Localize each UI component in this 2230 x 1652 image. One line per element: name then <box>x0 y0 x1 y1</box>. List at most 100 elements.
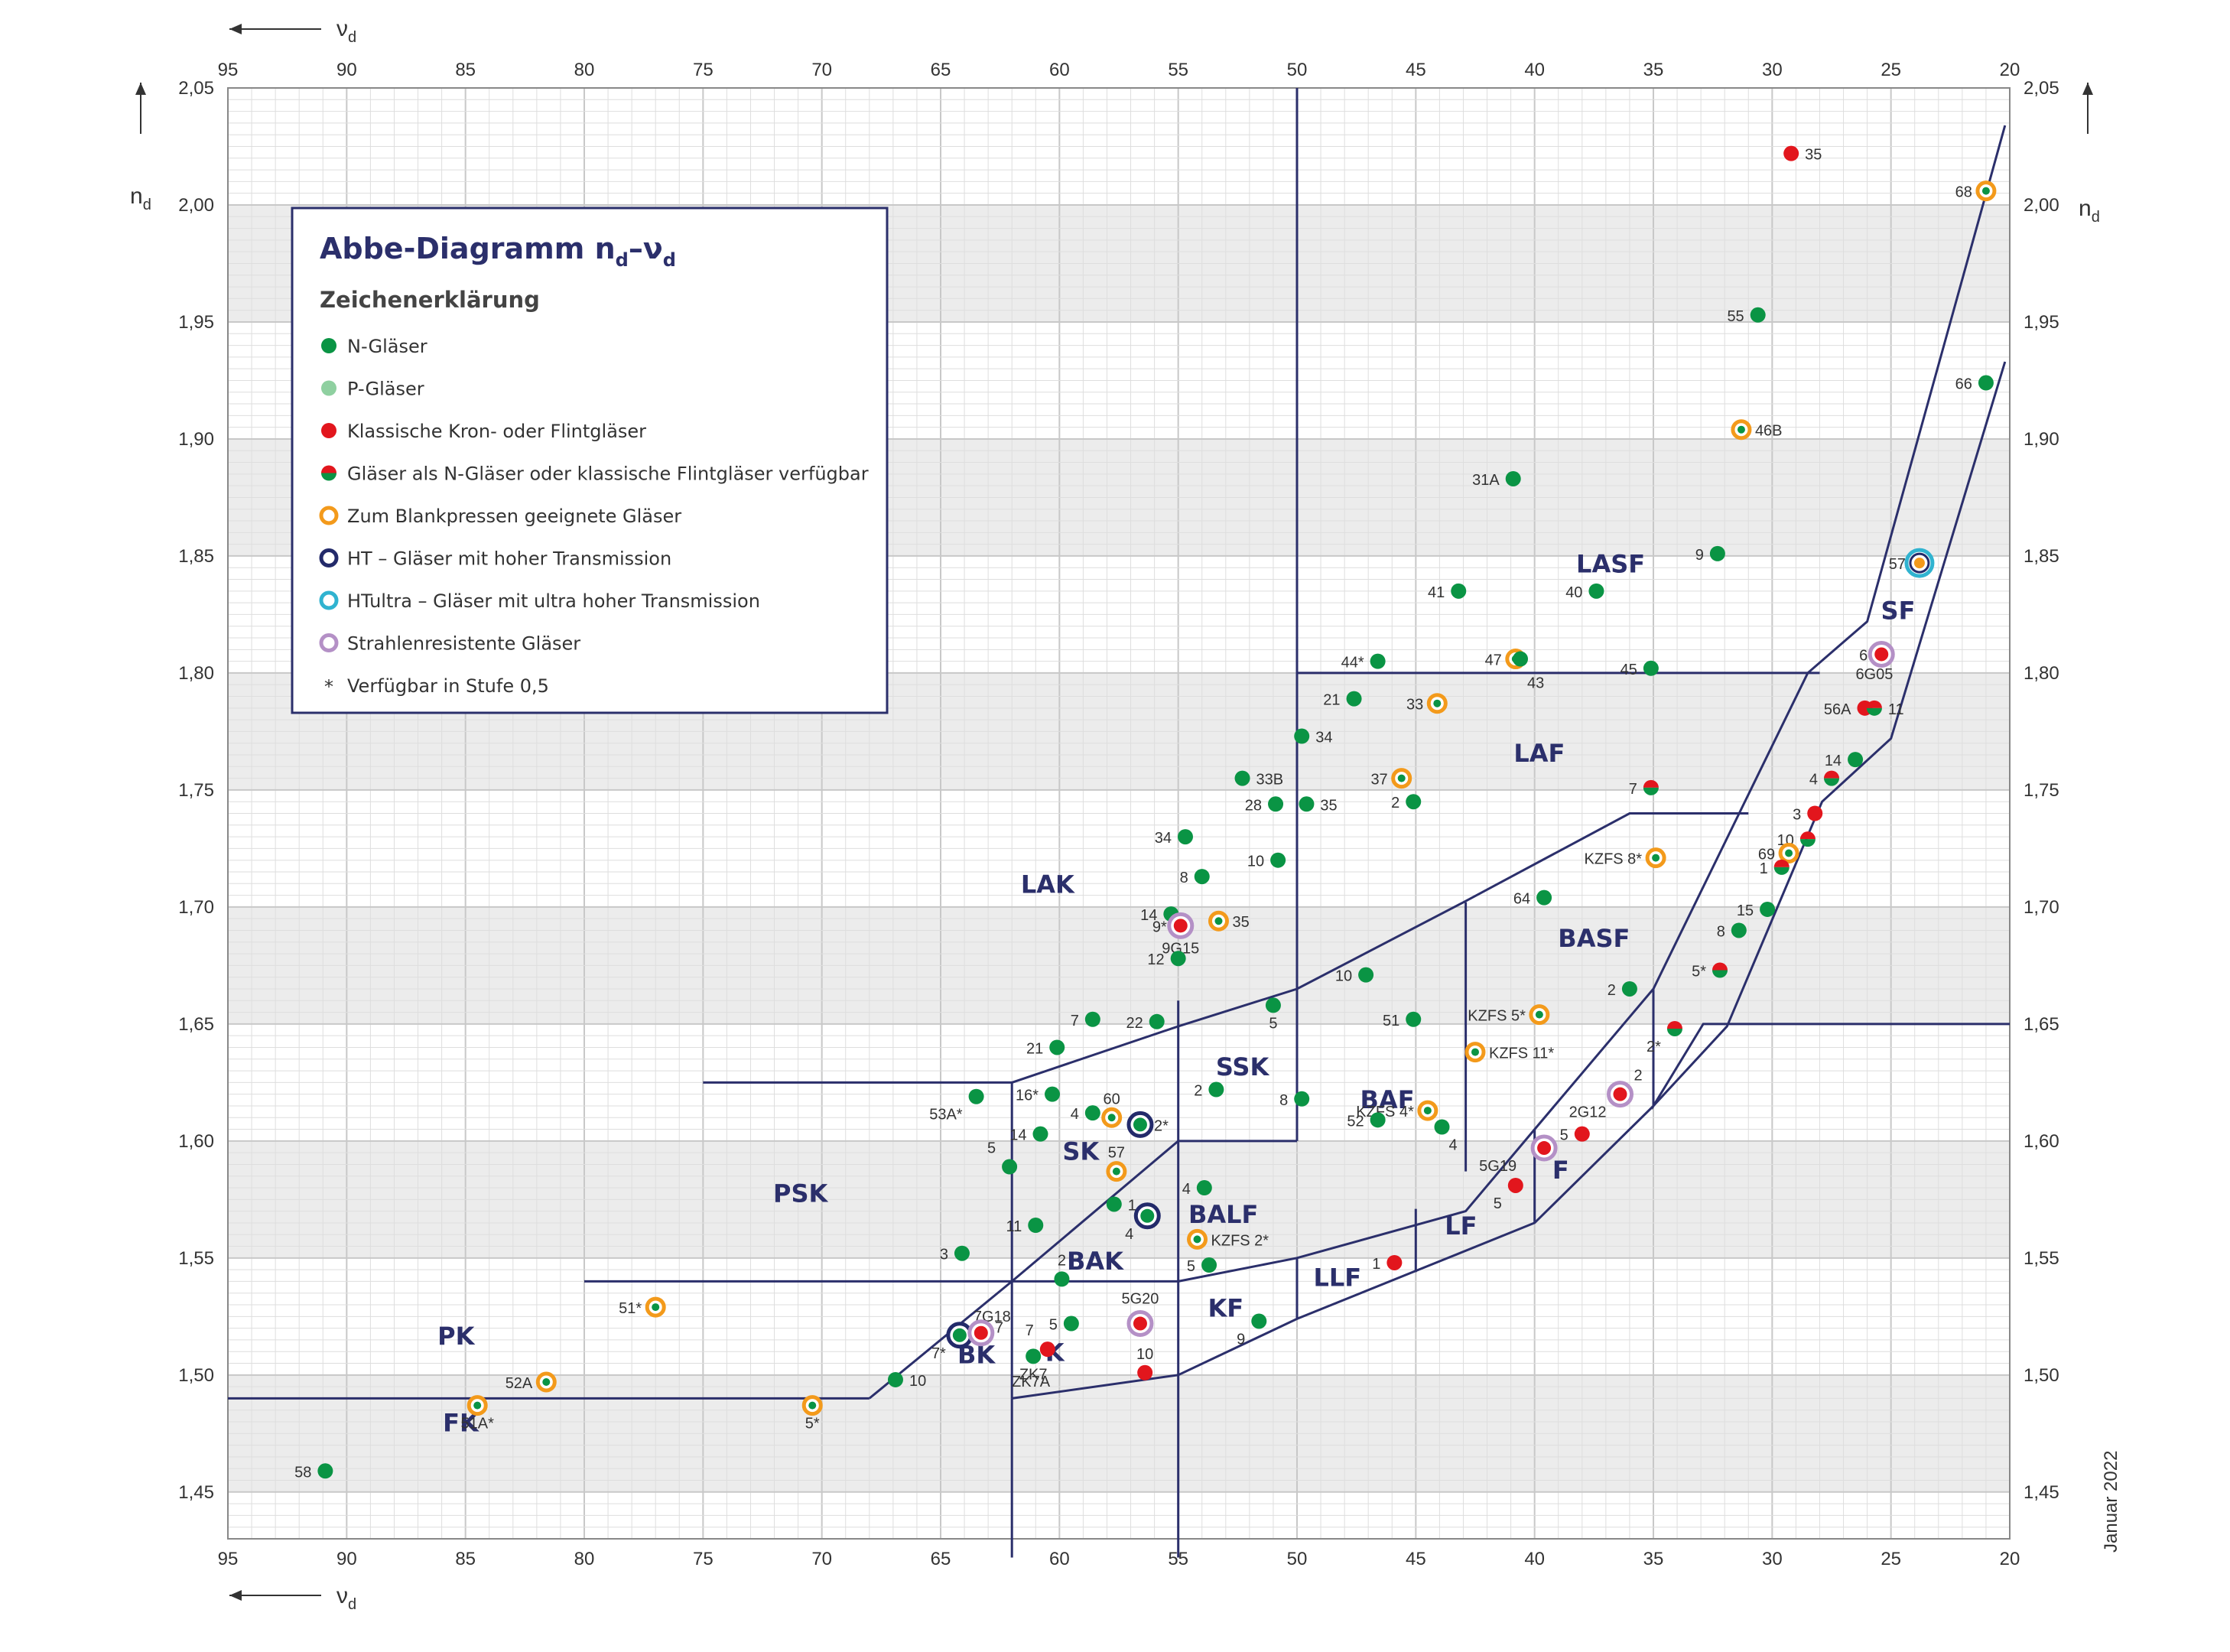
y-tick-label-left: 1,80 <box>178 663 214 684</box>
marker-n <box>1026 1348 1042 1364</box>
marker-ht-core <box>1140 1208 1155 1223</box>
region-boundary <box>1652 361 2007 1107</box>
legend-item-label: Strahlenresistente Gläser <box>347 633 580 655</box>
glass-point <box>1201 1257 1217 1273</box>
glass-point-label: 4 <box>1125 1226 1133 1243</box>
marker-blank-core <box>1107 1114 1116 1122</box>
glass-point <box>1904 548 1935 578</box>
y-tick-label-right: 1,65 <box>2024 1014 2059 1035</box>
glass-point-label: 11 <box>1006 1218 1022 1235</box>
glass-point-label: KZFS 8* <box>1585 851 1643 868</box>
glass-point <box>1002 1159 1018 1175</box>
glass-point <box>1866 700 1882 716</box>
marker-n <box>1299 796 1315 812</box>
glass-point-label: 5 <box>1560 1127 1568 1144</box>
x-tick-label-bottom: 70 <box>811 1549 832 1569</box>
glass-point <box>1426 693 1448 714</box>
y-tick-label-right: 1,45 <box>2024 1482 2059 1503</box>
glass-point-label: 47 <box>1485 652 1502 669</box>
x-tick-label-top: 50 <box>1287 60 1308 80</box>
glass-point <box>1126 1111 1154 1138</box>
nu-axis-name-bottom: νd <box>336 1583 356 1613</box>
y-tick-label-left: 1,65 <box>178 1014 214 1035</box>
y-tick-label-right: 1,55 <box>2024 1248 2059 1269</box>
marker-n <box>317 1463 333 1479</box>
glass-point-label: KZFS 4* <box>1356 1104 1414 1120</box>
glass-point <box>1054 1271 1070 1287</box>
glass-point-label: 31A <box>1472 472 1500 489</box>
x-tick-label-top: 45 <box>1406 60 1426 80</box>
marker-n <box>1032 1126 1048 1142</box>
glass-point-label: 15 <box>1737 902 1754 919</box>
glass-point-label: KZFS 11* <box>1489 1046 1554 1062</box>
glass-point <box>1773 859 1790 875</box>
marker-n <box>1201 1257 1217 1273</box>
marker-n <box>1346 691 1362 707</box>
x-tick-label-top: 25 <box>1881 60 1901 80</box>
region-label-kf: KF <box>1208 1293 1243 1322</box>
glass-point <box>1084 1011 1100 1027</box>
glass-point-label: 5* <box>805 1416 820 1432</box>
glass-point-label: 8 <box>1717 923 1725 940</box>
glass-point <box>1194 869 1210 885</box>
marker-classic <box>1507 1177 1523 1193</box>
glass-point <box>1270 852 1286 868</box>
glass-point <box>1643 779 1659 795</box>
y-tick-label-left: 1,50 <box>178 1365 214 1386</box>
glass-point <box>1731 922 1747 938</box>
glass-point <box>1346 691 1362 707</box>
marker-n <box>954 1245 970 1261</box>
legend-marker-both-top <box>321 465 336 473</box>
marker-n <box>1731 922 1747 938</box>
glass-point <box>1391 768 1412 789</box>
glass-point-label: 41 <box>1428 584 1445 601</box>
marker-blank-core <box>1471 1048 1479 1056</box>
glass-point-label: 2 <box>1607 982 1616 999</box>
glass-point <box>1170 951 1186 967</box>
region-label-llf: LLF <box>1313 1263 1361 1293</box>
glass-point-label: 14 <box>1140 907 1157 924</box>
marker-blank-core <box>1397 774 1406 782</box>
legend-item-label: N-Gläser <box>347 336 427 357</box>
marker-n <box>1451 583 1467 599</box>
marker-n <box>1406 1011 1422 1027</box>
glass-point-label: 5 <box>1269 1015 1277 1032</box>
glass-point <box>1208 910 1229 932</box>
glass-point <box>946 1322 974 1349</box>
glass-point <box>1196 1180 1212 1196</box>
marker-n <box>1643 660 1659 676</box>
x-tick-label-top: 75 <box>693 60 714 80</box>
y-tick-label-right: 1,85 <box>2024 546 2059 567</box>
marker-classic <box>1137 1364 1153 1380</box>
glass-point <box>1731 419 1752 441</box>
glass-point <box>967 1319 995 1347</box>
x-tick-label-bottom: 65 <box>931 1549 951 1569</box>
glass-point <box>535 1371 557 1393</box>
glass-point-label: 35 <box>1232 914 1249 931</box>
glass-point <box>1451 583 1467 599</box>
y-tick-label-left: 1,45 <box>178 1482 214 1503</box>
glass-point-label: 66 <box>1955 376 1972 393</box>
marker-n <box>1434 1119 1450 1135</box>
glass-point <box>1294 728 1310 744</box>
x-tick-label-top: 95 <box>218 60 239 80</box>
marker-n <box>1196 1180 1212 1196</box>
marker-both-bottom <box>1866 707 1882 716</box>
glass-point <box>1039 1341 1055 1358</box>
marker-n <box>1170 951 1186 967</box>
glass-point-label: 52A <box>505 1375 533 1392</box>
legend-item-label: Zum Blankpressen geeignete Gläser <box>347 506 681 527</box>
region-label-lasf: LASF <box>1576 549 1645 578</box>
x-tick-label-top: 60 <box>1049 60 1070 80</box>
y-tick-label-right: 1,90 <box>2024 429 2059 450</box>
legend-marker-blank <box>319 506 339 525</box>
glass-point-label: 7 <box>1071 1013 1079 1029</box>
glass-point <box>1294 1091 1310 1107</box>
glass-point-label: 5 <box>987 1140 996 1157</box>
legend-frame <box>291 206 889 714</box>
marker-blank-core <box>542 1378 551 1387</box>
marker-blank-core <box>1112 1167 1120 1176</box>
x-tick-label-bottom: 85 <box>455 1549 476 1569</box>
x-tick-label-bottom: 45 <box>1406 1549 1426 1569</box>
glass-point-label: 56A <box>1824 701 1851 718</box>
